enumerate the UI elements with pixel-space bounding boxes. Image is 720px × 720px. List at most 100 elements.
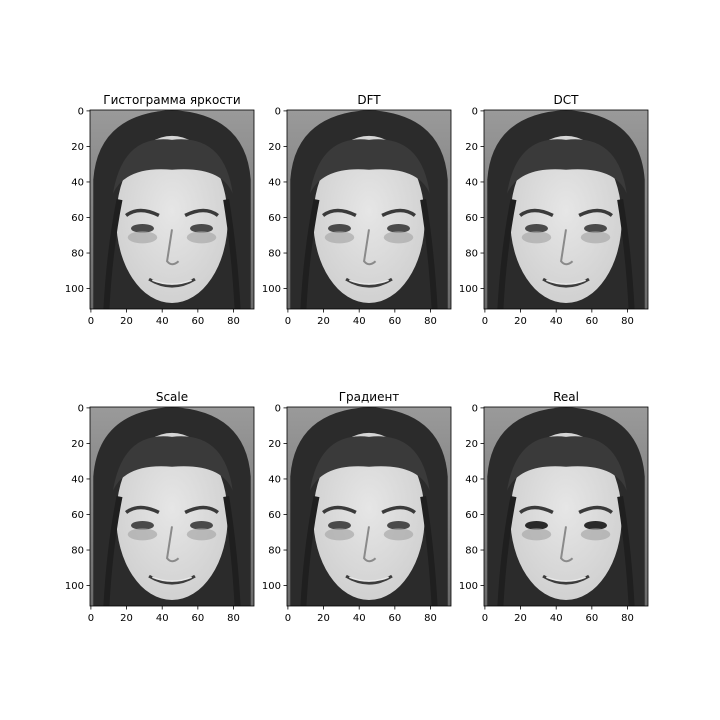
nose	[363, 229, 377, 266]
x-tick-label: 0	[482, 316, 488, 327]
x-tick-label: 0	[482, 613, 488, 624]
y-tick-label: 20	[465, 439, 478, 450]
x-tick-label: 20	[120, 613, 133, 624]
x-tick-label: 60	[585, 316, 598, 327]
y-tick-label: 80	[268, 546, 281, 557]
bangs	[112, 139, 233, 194]
y-tick-label: 0	[78, 106, 84, 117]
right-eyebrow	[381, 208, 416, 218]
x-tick-label: 40	[156, 316, 169, 327]
y-tick-label: 60	[268, 510, 281, 521]
right-eye	[387, 224, 410, 233]
left-eyebrow	[125, 208, 160, 218]
left-eyebrow	[519, 505, 554, 515]
y-tick-label: 80	[465, 546, 478, 557]
face	[313, 432, 425, 601]
mouth	[542, 277, 590, 288]
left-under-eye	[521, 528, 552, 541]
hair-strand-left	[103, 495, 123, 606]
y-tick-label: 40	[465, 474, 478, 485]
panel-title: Градиент	[339, 390, 400, 404]
x-tick-label: 60	[388, 316, 401, 327]
panel: Real 0 20 40 60 80 0 20 40 60 80 100	[459, 390, 649, 624]
bangs	[309, 139, 430, 194]
face	[116, 135, 228, 304]
y-tick-label: 20	[268, 142, 281, 153]
y-tick-label: 20	[465, 142, 478, 153]
left-eye	[131, 521, 154, 530]
panel-title: Scale	[156, 390, 188, 404]
left-under-eye	[324, 231, 355, 244]
hair-strand-left	[497, 198, 517, 309]
y-tick-label: 80	[71, 546, 84, 557]
y-tick-label: 0	[472, 106, 478, 117]
face	[116, 432, 228, 601]
mouth	[345, 574, 393, 585]
y-tick-label: 0	[78, 403, 84, 414]
x-tick-label: 60	[585, 613, 598, 624]
left-eye	[328, 224, 351, 233]
left-eyebrow	[519, 208, 554, 218]
right-eyebrow	[578, 505, 613, 515]
mouth	[148, 574, 196, 585]
hair-strand-left	[497, 495, 517, 606]
hair-strand-right	[617, 199, 635, 309]
right-eye	[584, 521, 607, 530]
nose	[560, 229, 574, 266]
y-tick-label: 60	[465, 213, 478, 224]
x-tick-label: 40	[550, 316, 563, 327]
x-tick-label: 80	[227, 613, 240, 624]
hair-strand-right	[420, 199, 438, 309]
y-tick-label: 100	[65, 284, 84, 295]
right-eye	[387, 521, 410, 530]
x-tick-label: 80	[424, 316, 437, 327]
x-tick-label: 20	[317, 613, 330, 624]
y-tick-label: 20	[268, 439, 281, 450]
left-eye	[525, 224, 548, 233]
nose	[363, 526, 377, 563]
y-tick-label: 40	[71, 474, 84, 485]
y-tick-label: 100	[262, 581, 281, 592]
right-eyebrow	[381, 505, 416, 515]
y-tick-label: 80	[465, 249, 478, 260]
right-eyebrow	[184, 208, 219, 218]
y-tick-label: 100	[262, 284, 281, 295]
x-tick-label: 40	[353, 316, 366, 327]
hair-strand-right	[617, 496, 635, 606]
left-under-eye	[127, 528, 158, 541]
face	[313, 135, 425, 304]
axes-frame	[483, 406, 649, 607]
panel-title: Гистограмма яркости	[103, 93, 240, 107]
y-tick-label: 80	[268, 249, 281, 260]
right-eye	[190, 521, 213, 530]
panel: Гистограмма яркости 0 20 40 60 80 0 20 40 60 80 100	[65, 93, 255, 327]
right-eyebrow	[184, 505, 219, 515]
face-image	[484, 110, 648, 309]
panel-title: DFT	[357, 93, 381, 107]
y-tick-label: 40	[71, 177, 84, 188]
x-tick-label: 0	[88, 613, 94, 624]
bangs	[506, 436, 627, 491]
face-image	[90, 407, 254, 606]
mouth	[345, 277, 393, 288]
teeth	[546, 279, 586, 285]
x-tick-label: 80	[424, 613, 437, 624]
face-image	[90, 110, 254, 309]
y-tick-label: 40	[268, 474, 281, 485]
axes-frame	[286, 109, 452, 310]
panel: Scale 0 20 40 60 80 0 20 40 60 80 100	[65, 390, 255, 624]
x-tick-label: 40	[156, 613, 169, 624]
left-eyebrow	[322, 208, 357, 218]
bangs	[112, 436, 233, 491]
x-tick-label: 20	[514, 613, 527, 624]
left-under-eye	[521, 231, 552, 244]
y-tick-label: 0	[275, 403, 281, 414]
right-under-eye	[186, 231, 217, 244]
mouth	[148, 277, 196, 288]
axes-frame	[89, 406, 255, 607]
y-tick-label: 100	[459, 284, 478, 295]
axes-frame	[483, 109, 649, 310]
left-eye	[131, 224, 154, 233]
